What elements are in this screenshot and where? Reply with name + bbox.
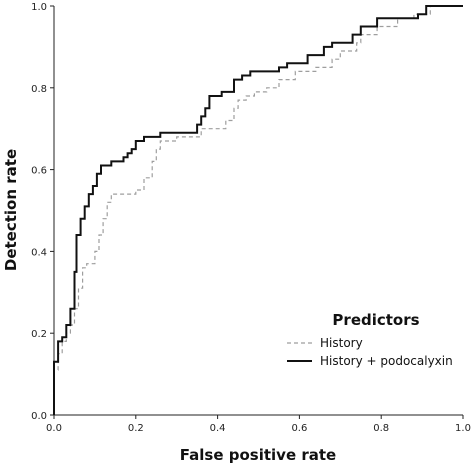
axes <box>53 6 463 416</box>
legend: Predictors History History + podocalyxin <box>287 311 453 368</box>
y-tick-label: 0.4 <box>31 247 47 258</box>
x-tick-label: 0.8 <box>373 423 389 434</box>
x-tick-label: 0.0 <box>46 423 62 434</box>
y-tick-label: 0.0 <box>31 411 47 422</box>
series-line-history-podocalyxin <box>53 5 463 415</box>
x-ticks: 0.0 0.2 0.4 0.6 0.8 1.0 <box>46 415 471 434</box>
y-tick-label: 0.8 <box>31 84 47 95</box>
y-ticks: 0.0 0.2 0.4 0.6 0.8 1.0 <box>31 2 54 422</box>
x-tick-label: 0.2 <box>128 423 144 434</box>
x-tick-label: 0.6 <box>291 423 307 434</box>
legend-title: Predictors <box>332 311 419 329</box>
y-tick-label: 1.0 <box>31 2 47 13</box>
x-axis-title: False positive rate <box>180 446 336 464</box>
x-tick-label: 1.0 <box>455 423 471 434</box>
y-tick-label: 0.6 <box>31 166 47 177</box>
legend-label-history-podocalyxin: History + podocalyxin <box>320 354 453 368</box>
legend-label-history: History <box>320 336 363 350</box>
y-axis-title: Detection rate <box>2 149 20 271</box>
series-layer <box>53 5 463 415</box>
y-tick-label: 0.2 <box>31 329 47 340</box>
x-tick-label: 0.4 <box>210 423 226 434</box>
